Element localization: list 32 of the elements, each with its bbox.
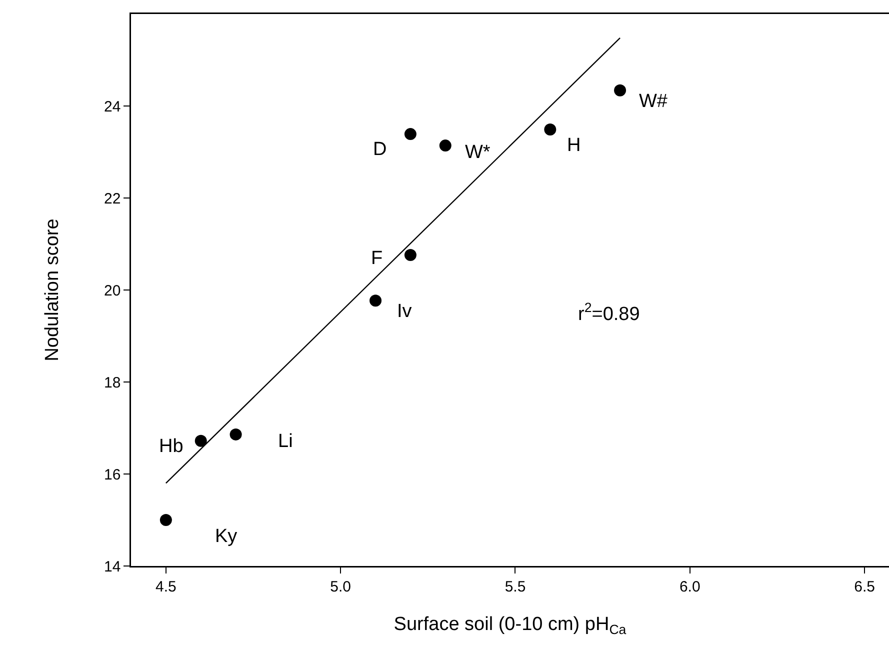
x-tick-label: 4.5 bbox=[156, 578, 176, 596]
point bbox=[370, 294, 382, 307]
x-tick-label: 6.5 bbox=[854, 578, 875, 596]
y-tick-label: 16 bbox=[104, 466, 121, 484]
annotation: D bbox=[373, 139, 387, 160]
point bbox=[160, 514, 172, 526]
y-tick-label: 18 bbox=[104, 374, 121, 392]
point bbox=[544, 123, 556, 136]
x-axis-title: Surface soil (0-10 cm) pH$_{Ca}$ bbox=[394, 614, 627, 637]
point bbox=[404, 128, 416, 140]
annotation: r$^{2}$=0.89 bbox=[578, 300, 640, 325]
annotation: Hb bbox=[159, 436, 184, 457]
x-tick-label: 5.0 bbox=[330, 578, 352, 596]
x-tick-label: 5.5 bbox=[504, 578, 526, 596]
annotation: Ky bbox=[215, 526, 238, 547]
annotation: W* bbox=[465, 142, 491, 163]
annotation: Iv bbox=[397, 301, 412, 322]
point bbox=[439, 140, 452, 152]
y-tick-label: 24 bbox=[104, 98, 121, 116]
point bbox=[404, 249, 416, 262]
x-tick-label: 6.0 bbox=[679, 578, 700, 596]
point bbox=[230, 428, 242, 440]
annotation: F bbox=[371, 248, 383, 269]
y-tick-label: 14 bbox=[104, 558, 121, 576]
point bbox=[614, 84, 626, 96]
point bbox=[194, 434, 207, 447]
annotation: Li bbox=[278, 431, 293, 452]
y-tick-label: 20 bbox=[104, 282, 121, 300]
y-tick-label: 22 bbox=[104, 190, 121, 208]
annotation: W# bbox=[639, 91, 668, 112]
annotation: H bbox=[567, 135, 581, 156]
y-axis-title: Nodulation score bbox=[42, 218, 64, 362]
